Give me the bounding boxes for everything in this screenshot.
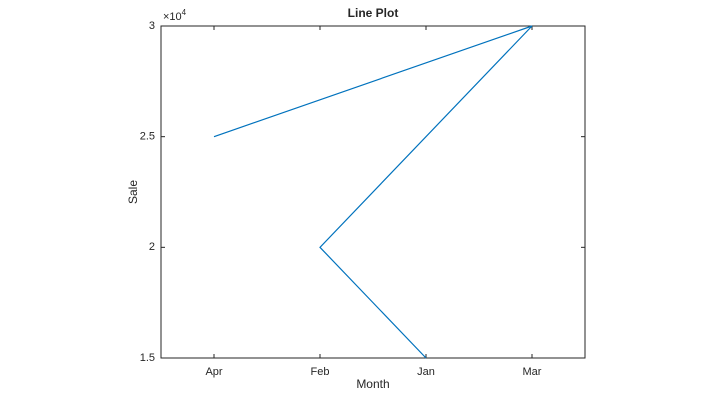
y-tick-label: 3	[149, 20, 155, 32]
y-multiplier-exponent: 4	[182, 8, 187, 17]
y-tick-label: 2	[149, 241, 155, 253]
x-tick-label: Mar	[523, 366, 542, 378]
y-axis-label: Sale	[126, 180, 140, 204]
x-tick-label: Jan	[417, 366, 435, 378]
y-tick-label: 1.5	[140, 352, 155, 364]
chart-title: Line Plot	[348, 6, 399, 20]
x-axis-label: Month	[356, 377, 389, 391]
y-tick-label: 2.5	[140, 131, 155, 143]
x-tick-label: Feb	[311, 366, 330, 378]
y-multiplier: ×104	[163, 8, 187, 23]
x-tick-label: Apr	[205, 366, 222, 378]
line-series	[213, 25, 533, 359]
y-multiplier-base: ×10	[163, 11, 182, 23]
